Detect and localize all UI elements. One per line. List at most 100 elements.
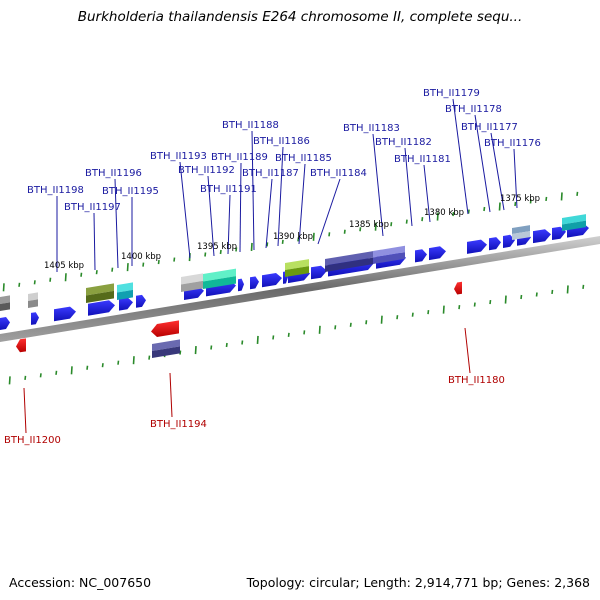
block-top [373,245,405,258]
tick-mark [458,305,461,310]
block-top [203,268,236,282]
tick-mark [256,335,259,344]
tick-mark [281,239,284,244]
tick-mark [33,280,36,285]
tick-mark [560,192,563,201]
leader-line [474,114,491,213]
tick-mark [504,295,507,304]
tick-mark [359,227,362,232]
tick-mark [421,217,424,222]
tick-mark [70,366,73,375]
map-title: Burkholderia thailandensis E264 chromoso… [77,9,523,25]
tick-mark [483,206,486,212]
leader-line [251,130,255,251]
gene-label-forward: BTH_II1177 [461,122,518,133]
tick-mark [365,320,368,325]
leader-line [93,212,96,271]
feature-block-navy [325,251,373,272]
block-top [512,225,530,234]
block-bottom [373,252,405,264]
block-bottom [86,290,114,303]
block-top [325,251,373,266]
tick-mark [86,365,89,370]
block-bottom [562,220,586,231]
forward-gene [88,300,115,316]
leader-line [114,178,119,269]
block-bottom [28,299,38,308]
gene-label-forward: BTH_II1181 [394,154,451,165]
gene-label-forward: BTH_II1183 [343,123,400,134]
tick-mark [101,363,104,368]
scale-ticks [2,191,585,385]
tick-mark [117,360,120,365]
block-bottom [0,302,10,311]
forward-gene [429,246,446,261]
tick-mark [142,262,145,267]
tick-mark [194,346,197,355]
tick-mark [545,196,548,202]
feature-block-aqua [562,214,586,231]
gene-label-forward: BTH_II1196 [85,168,142,179]
tick-mark [473,302,476,307]
tick-mark [535,292,538,297]
tick-mark [297,237,300,242]
feature-block-silver [181,273,203,292]
gene-label-forward: BTH_II1179 [423,88,480,99]
tick-mark [427,310,430,315]
forward-gene [262,273,282,288]
leader-line [298,163,306,245]
gene-label-forward: BTH_II1178 [445,104,502,115]
feature-block-cyan [117,282,133,300]
leader-line [464,327,471,374]
gene-labels: 1405 kbp 1400 kbp 1395 kbp 1390 kbp 1385 kbp… [4,88,541,446]
scale-label: 1400 kbp [121,252,161,262]
tick-mark [467,209,470,214]
block-top [0,295,10,304]
tick-mark [148,355,151,360]
gene-label-forward: BTH_II1192 [178,165,235,176]
block-top [117,282,133,293]
tick-mark [49,277,52,282]
block-top [152,339,180,351]
tick-mark [566,285,569,294]
leader-line [452,98,469,215]
tick-mark [520,294,523,300]
scale-label: 1395 kbp [197,242,237,252]
gene-label-forward: BTH_II1184 [310,168,367,179]
feature-blocks [0,214,586,358]
gene-label-forward: BTH_II1197 [64,202,121,213]
forward-gene [0,317,10,330]
forward-gene [250,276,259,290]
tick-mark [80,272,83,277]
forward-gene [238,278,244,292]
tick-mark [489,299,492,305]
forward-gene [31,312,39,325]
tick-mark [210,345,213,350]
leader-line [239,162,242,253]
gene-label-reverse: BTH_II1180 [448,375,505,386]
tick-mark [132,356,135,365]
leader-line [169,372,173,418]
tick-mark [173,257,176,262]
tick-mark [157,259,160,265]
label-leader-lines [23,98,518,434]
block-bottom [152,346,180,358]
topology-stats: Topology: circular; Length: 2,914,771 bp… [246,575,590,590]
tick-mark [452,211,455,217]
forward-gene [119,297,133,311]
block-top [28,292,38,301]
tick-mark [405,219,408,224]
gene-label-forward: BTH_II1189 [211,152,268,163]
feature-block-lime [285,259,309,277]
gene-label-forward: BTH_II1187 [242,168,299,179]
leader-line [404,147,413,227]
tick-mark [349,322,352,327]
gene-label-forward: BTH_II1176 [484,138,541,149]
tick-mark [529,199,532,204]
leader-line [179,161,191,259]
tick-mark [272,335,275,340]
tick-mark [576,191,579,196]
forward-gene [467,239,487,254]
tick-mark [250,242,253,251]
